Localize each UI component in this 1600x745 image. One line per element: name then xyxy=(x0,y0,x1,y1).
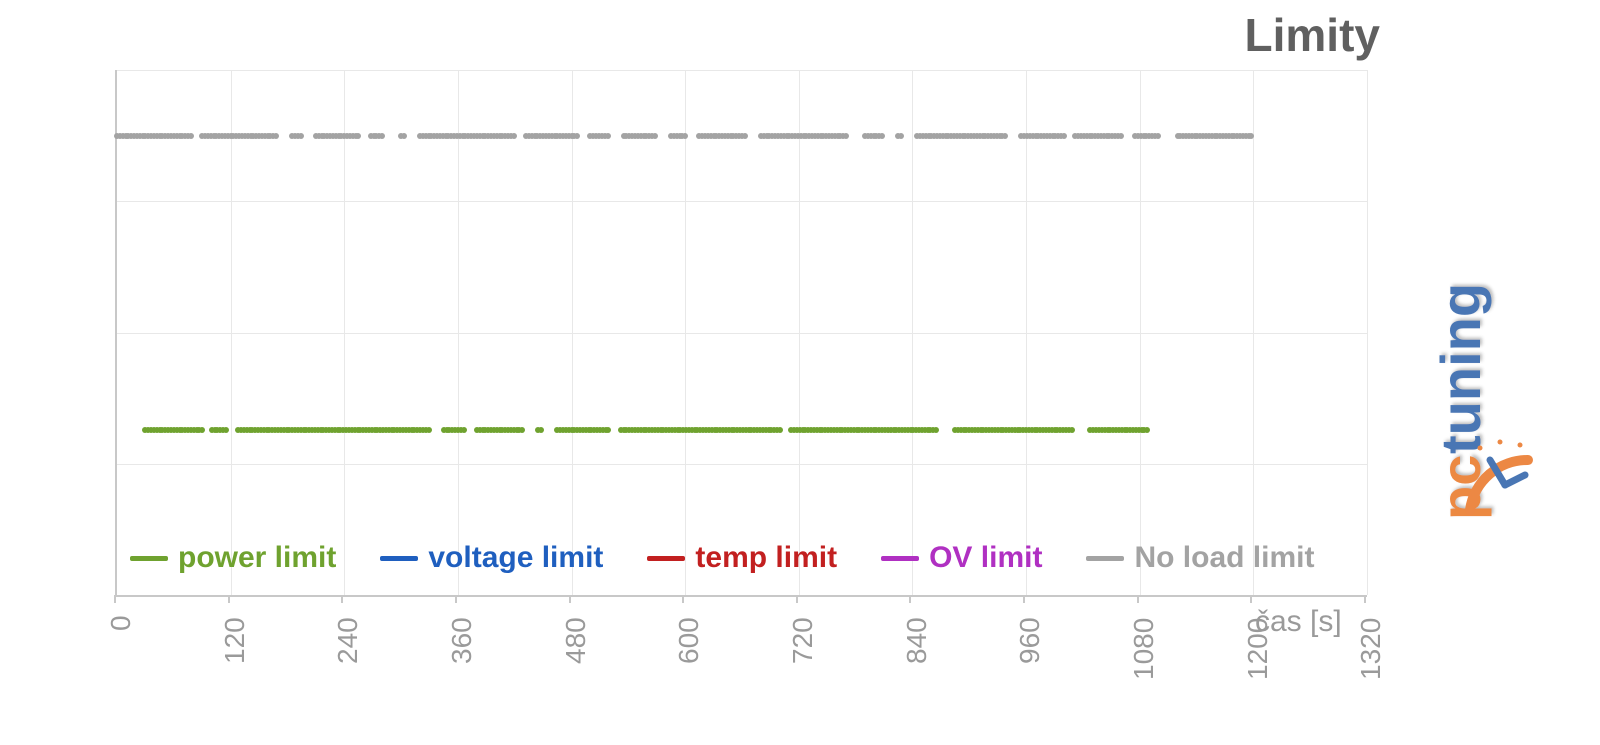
v-gridline xyxy=(344,70,345,595)
data-point xyxy=(682,133,688,139)
chart-container: Limity power limit voltage limit temp limi… xyxy=(0,0,1600,745)
x-tick-label: 720 xyxy=(787,617,819,664)
legend-item: power limit xyxy=(130,541,336,575)
pctuning-watermark: pc tuning xyxy=(1350,260,1570,560)
chart-title: Limity xyxy=(1245,8,1380,62)
data-point xyxy=(933,427,939,433)
data-point xyxy=(574,133,580,139)
v-gridline xyxy=(1140,70,1141,595)
x-tick xyxy=(1364,595,1366,603)
x-tick-label: 1080 xyxy=(1128,618,1160,680)
legend-item: voltage limit xyxy=(380,541,603,575)
legend-label: voltage limit xyxy=(428,541,603,575)
data-point xyxy=(1155,133,1161,139)
legend-item: No load limit xyxy=(1086,541,1314,575)
x-tick-label: 120 xyxy=(219,617,251,664)
x-tick-label: 840 xyxy=(901,617,933,664)
x-tick-label: 360 xyxy=(446,617,478,664)
data-point xyxy=(605,427,611,433)
x-tick xyxy=(682,595,684,603)
x-tick xyxy=(455,595,457,603)
data-point xyxy=(273,133,279,139)
data-point xyxy=(461,427,467,433)
legend-swatch xyxy=(881,556,919,561)
x-tick xyxy=(114,595,116,603)
data-point xyxy=(605,133,611,139)
data-point xyxy=(1118,133,1124,139)
x-tick xyxy=(569,595,571,603)
data-point xyxy=(1144,427,1150,433)
x-tick-label: 480 xyxy=(560,617,592,664)
legend-item: OV limit xyxy=(881,541,1042,575)
h-gridline xyxy=(117,333,1367,334)
legend-label: power limit xyxy=(178,541,336,575)
legend-item: temp limit xyxy=(647,541,837,575)
x-tick-label: 240 xyxy=(332,617,364,664)
data-point xyxy=(511,133,517,139)
legend-swatch xyxy=(380,556,418,561)
data-point xyxy=(777,427,783,433)
data-point xyxy=(426,427,432,433)
v-gridline xyxy=(1026,70,1027,595)
plot-area xyxy=(115,70,1367,597)
v-gridline xyxy=(231,70,232,595)
v-gridline xyxy=(685,70,686,595)
data-point xyxy=(1002,133,1008,139)
v-gridline xyxy=(1253,70,1254,595)
x-tick xyxy=(796,595,798,603)
legend-label: temp limit xyxy=(695,541,837,575)
data-point xyxy=(223,427,229,433)
h-gridline xyxy=(117,201,1367,202)
legend-label: No load limit xyxy=(1134,541,1314,575)
data-point xyxy=(298,133,304,139)
data-point xyxy=(199,427,205,433)
x-tick-label: 600 xyxy=(673,617,705,664)
x-tick xyxy=(228,595,230,603)
data-point xyxy=(843,133,849,139)
v-gridline xyxy=(458,70,459,595)
x-tick-label: 0 xyxy=(105,616,137,632)
data-point xyxy=(898,133,904,139)
data-point xyxy=(1069,427,1075,433)
x-tick-label: 1200 xyxy=(1242,618,1274,680)
legend: power limit voltage limit temp limit OV lim… xyxy=(130,541,1314,575)
x-tick xyxy=(341,595,343,603)
data-point xyxy=(401,133,407,139)
data-point xyxy=(538,427,544,433)
legend-swatch xyxy=(647,556,685,561)
x-tick-label: 960 xyxy=(1014,617,1046,664)
watermark-tuning: tuning xyxy=(1429,283,1492,454)
legend-label: OV limit xyxy=(929,541,1042,575)
legend-swatch xyxy=(130,556,168,561)
data-point xyxy=(519,427,525,433)
x-tick xyxy=(1250,595,1252,603)
data-point xyxy=(742,133,748,139)
data-point xyxy=(188,133,194,139)
h-gridline xyxy=(117,70,1367,71)
data-point xyxy=(379,133,385,139)
data-point xyxy=(355,133,361,139)
h-gridline xyxy=(117,464,1367,465)
x-tick xyxy=(1023,595,1025,603)
x-tick xyxy=(909,595,911,603)
data-point xyxy=(652,133,658,139)
legend-swatch xyxy=(1086,556,1124,561)
data-point xyxy=(879,133,885,139)
x-tick-label: 1320 xyxy=(1355,618,1387,680)
v-gridline xyxy=(912,70,913,595)
data-point xyxy=(1061,133,1067,139)
v-gridline xyxy=(572,70,573,595)
v-gridline xyxy=(799,70,800,595)
x-tick xyxy=(1137,595,1139,603)
